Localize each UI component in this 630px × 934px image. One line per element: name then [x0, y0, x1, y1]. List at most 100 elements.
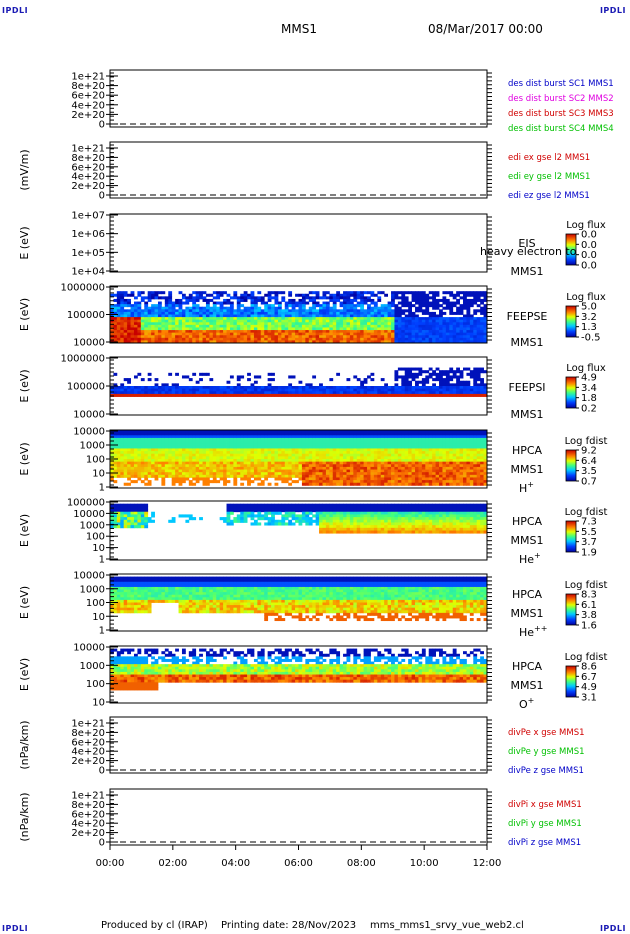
- heatmap-cell: [253, 327, 258, 331]
- heatmap-cell: [212, 474, 217, 478]
- heatmap-cell: [449, 448, 454, 452]
- heatmap-cell: [188, 324, 193, 328]
- heatmap-cell: [445, 432, 450, 436]
- heatmap-cell: [195, 322, 200, 326]
- heatmap-cell: [480, 340, 484, 344]
- heatmap-cell: [336, 324, 341, 328]
- heatmap-cell: [195, 309, 200, 313]
- heatmap-cell: [442, 324, 447, 328]
- heatmap-cell: [428, 445, 433, 449]
- heatmap-cell: [435, 474, 440, 478]
- heatmap-cell: [391, 482, 395, 486]
- heatmap-cell: [336, 435, 341, 439]
- heatmap-cell: [435, 378, 440, 382]
- heatmap-cell: [353, 432, 358, 436]
- heatmap-cell: [339, 443, 344, 447]
- heatmap-cell: [425, 456, 430, 460]
- heatmap-cell: [192, 435, 197, 439]
- heatmap-cell: [360, 306, 365, 310]
- heatmap-cell: [181, 437, 186, 441]
- heatmap-cell: [415, 375, 419, 379]
- heatmap-cell: [339, 317, 344, 321]
- heatmap-cell: [449, 291, 454, 295]
- heatmap-cell: [391, 466, 395, 470]
- heatmap-cell: [147, 296, 152, 300]
- heatmap-cell: [425, 480, 430, 484]
- heatmap-cell: [140, 335, 145, 339]
- heatmap-cell: [370, 448, 375, 452]
- heatmap-cell: [120, 319, 125, 323]
- heatmap-cell: [257, 332, 262, 336]
- heatmap-cell: [312, 391, 317, 395]
- heatmap-cell: [113, 293, 118, 297]
- heatmap-cell: [157, 448, 162, 452]
- heatmap-cell: [415, 380, 419, 384]
- heatmap-cell: [356, 453, 361, 457]
- heatmap-cell: [415, 327, 419, 331]
- heatmap-cell: [483, 309, 488, 313]
- heatmap-cell: [219, 456, 224, 460]
- heatmap-cell: [133, 335, 138, 339]
- heatmap-cell: [209, 322, 214, 326]
- heatmap-cell: [322, 445, 327, 449]
- heatmap-cell: [140, 445, 145, 449]
- ylabel: (mV/m): [18, 149, 31, 190]
- heatmap-cell: [432, 340, 436, 344]
- heatmap-cell: [205, 393, 210, 397]
- heatmap-cell: [188, 330, 193, 334]
- heatmap-cell: [308, 435, 313, 439]
- heatmap-cell: [219, 474, 224, 478]
- heatmap-cell: [267, 440, 272, 444]
- heatmap-cell: [469, 456, 474, 460]
- heatmap-cell: [188, 327, 193, 331]
- heatmap-cell: [373, 456, 378, 460]
- heatmap-cell: [349, 327, 354, 331]
- heatmap-cell: [329, 298, 334, 302]
- legend-entry: des dist burst SC3 MMS3: [508, 109, 614, 119]
- heatmap-cell: [343, 482, 347, 486]
- heatmap-cell: [284, 332, 289, 336]
- heatmap-cell: [253, 317, 258, 321]
- heatmap-cell: [336, 445, 341, 449]
- heatmap-cell: [195, 480, 200, 484]
- heatmap-cell: [185, 319, 190, 323]
- heatmap-cell: [295, 309, 299, 313]
- heatmap-cell: [421, 332, 426, 336]
- heatmap-cell: [253, 437, 258, 441]
- heatmap-cell: [452, 304, 457, 308]
- heatmap-cell: [209, 430, 214, 434]
- heatmap-cell: [192, 317, 197, 321]
- heatmap-cell: [377, 340, 382, 344]
- heatmap-cell: [456, 459, 460, 463]
- heatmap-cell: [442, 335, 447, 339]
- heatmap-cell: [456, 311, 460, 315]
- heatmap-cell: [295, 437, 299, 441]
- heatmap-cell: [110, 472, 114, 476]
- heatmap-cell: [452, 445, 457, 449]
- heatmap-cell: [404, 482, 409, 486]
- heatmap-cell: [171, 337, 176, 341]
- heatmap-cell: [360, 335, 365, 339]
- heatmap-cell: [387, 393, 392, 397]
- heatmap-cell: [418, 459, 423, 463]
- heatmap-cell: [140, 378, 145, 382]
- heatmap-cell: [315, 317, 320, 321]
- heatmap-cell: [445, 459, 450, 463]
- heatmap-cell: [384, 472, 389, 476]
- heatmap-cell: [370, 472, 375, 476]
- heatmap-cell: [449, 432, 454, 436]
- ytick-label: 10000: [73, 338, 105, 349]
- heatmap-cell: [456, 340, 460, 344]
- heatmap-cell: [387, 430, 392, 434]
- heatmap-cell: [463, 464, 467, 468]
- heatmap-cell: [195, 337, 200, 341]
- heatmap-cell: [298, 311, 303, 315]
- heatmap-cell: [250, 430, 255, 434]
- heatmap-cell: [370, 459, 375, 463]
- heatmap-cell: [415, 432, 419, 436]
- heatmap-cell: [349, 430, 354, 434]
- heatmap-cell: [130, 306, 135, 310]
- heatmap-cell: [253, 435, 258, 439]
- heatmap-cell: [387, 301, 392, 305]
- heatmap-cell: [401, 482, 406, 486]
